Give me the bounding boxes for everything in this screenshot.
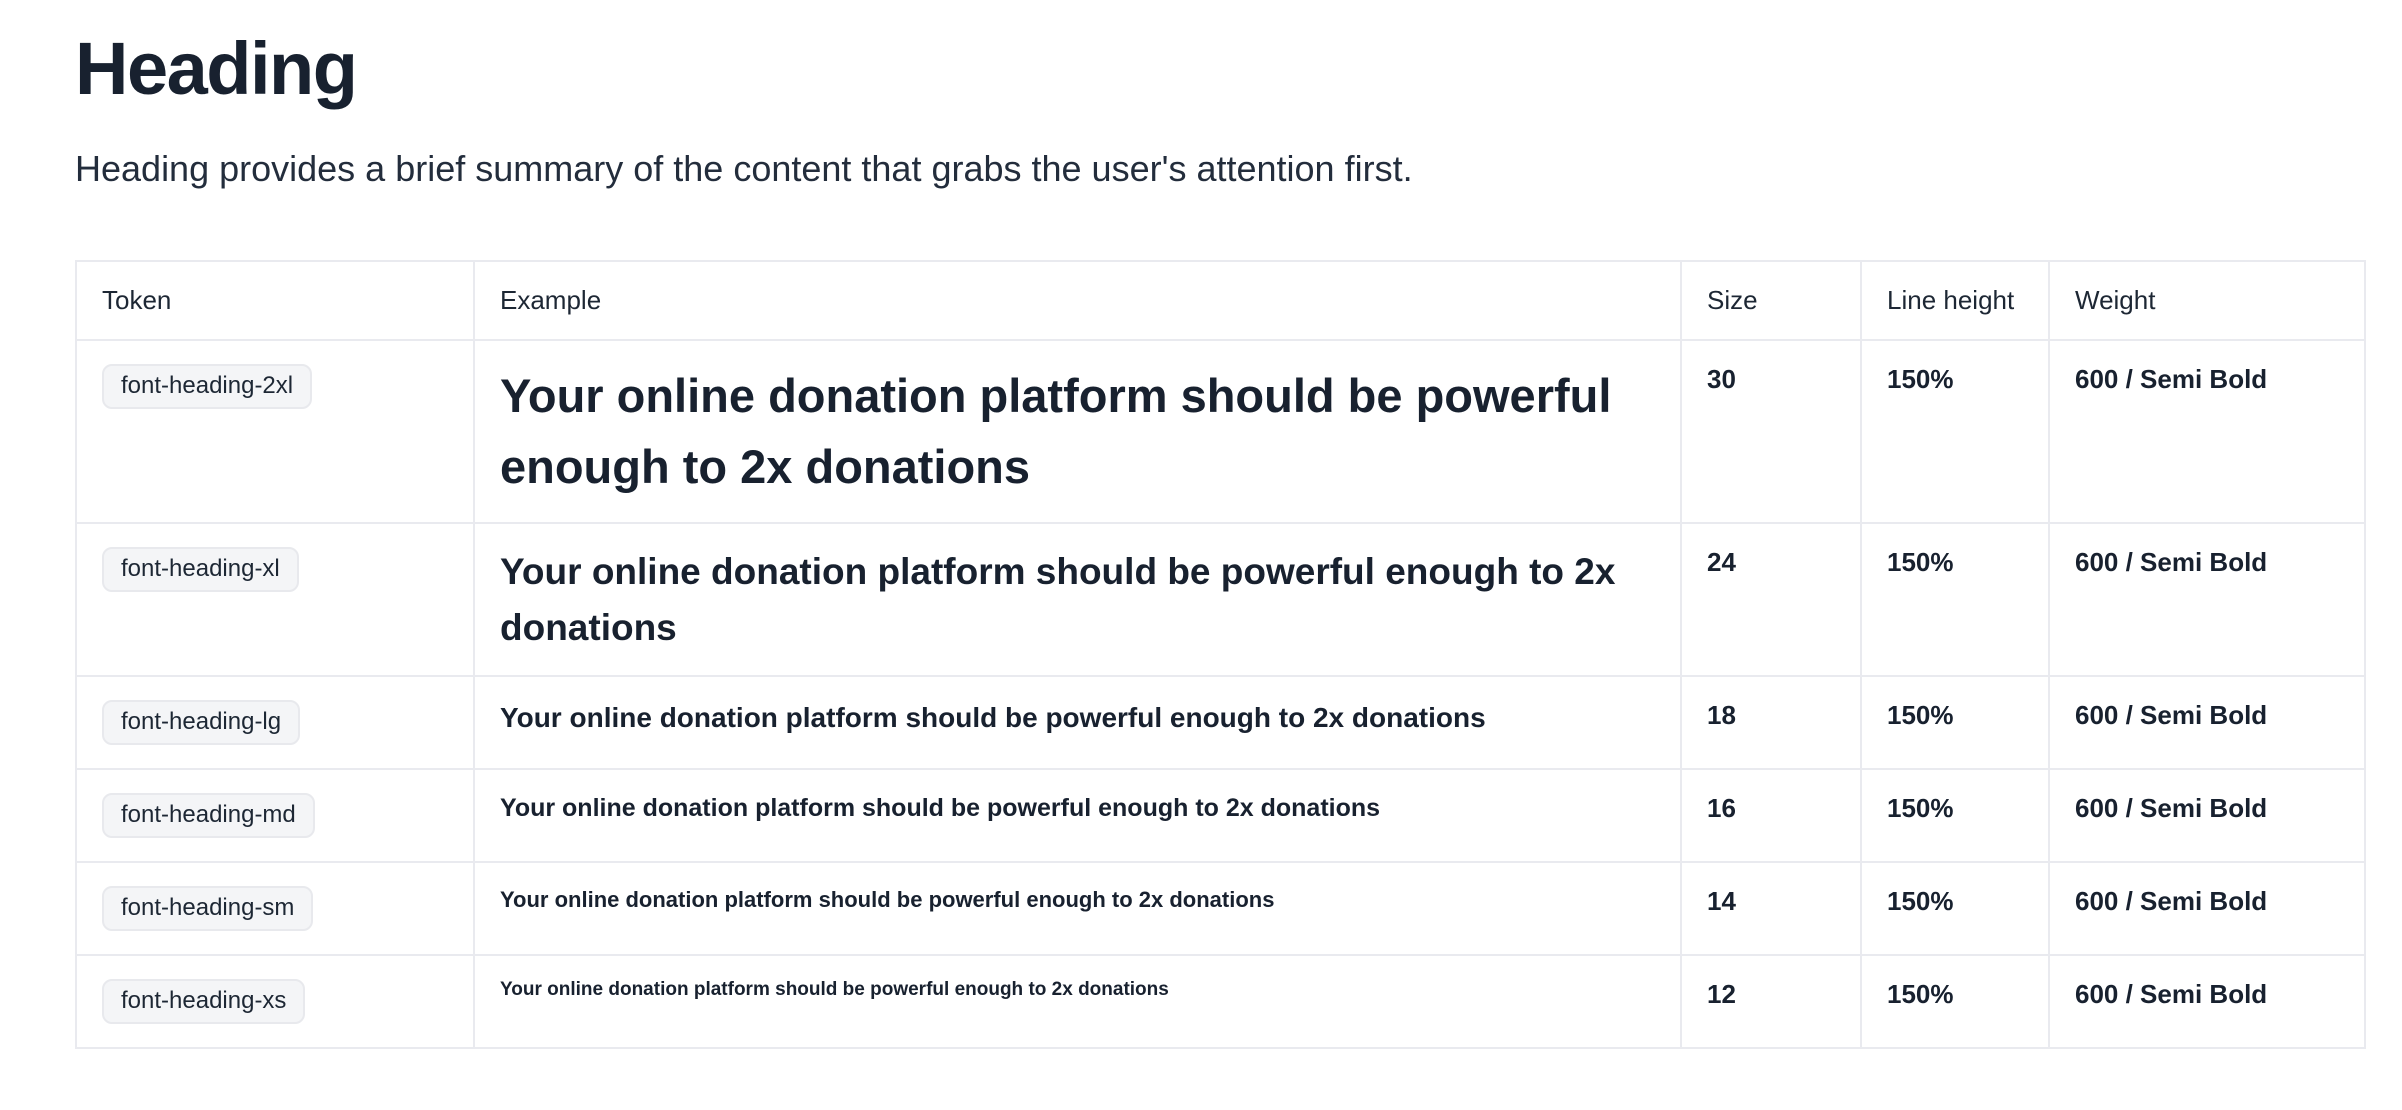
token-cell: font-heading-2xl [75, 339, 475, 525]
line-height-value: 150% [1860, 339, 2050, 525]
weight-value: 600 / Semi Bold [2048, 954, 2366, 1050]
token-badge: font-heading-2xl [102, 364, 313, 410]
table-header-row: Token Example Size Line height Weight [75, 260, 2366, 342]
column-header-weight: Weight [2048, 260, 2366, 342]
token-badge: font-heading-xl [102, 547, 299, 593]
example-text: Your online donation platform should be … [473, 954, 1682, 1050]
size-value: 30 [1680, 339, 1862, 525]
token-cell: font-heading-xs [75, 954, 475, 1050]
size-value: 12 [1680, 954, 1862, 1050]
line-height-value: 150% [1860, 522, 2050, 678]
example-text: Your online donation platform should be … [473, 522, 1682, 678]
column-header-example: Example [473, 260, 1682, 342]
table-row: font-heading-sm Your online donation pla… [75, 861, 2366, 957]
size-value: 14 [1680, 861, 1862, 957]
weight-value: 600 / Semi Bold [2048, 675, 2366, 771]
token-cell: font-heading-md [75, 768, 475, 864]
example-text: Your online donation platform should be … [473, 339, 1682, 525]
token-badge: font-heading-xs [102, 979, 306, 1025]
weight-value: 600 / Semi Bold [2048, 861, 2366, 957]
token-badge: font-heading-lg [102, 700, 301, 746]
token-badge: font-heading-sm [102, 886, 314, 932]
column-header-size: Size [1680, 260, 1862, 342]
token-cell: font-heading-lg [75, 675, 475, 771]
weight-value: 600 / Semi Bold [2048, 768, 2366, 864]
column-header-token: Token [75, 260, 475, 342]
table-row: font-heading-2xl Your online donation pl… [75, 339, 2366, 525]
page-description: Heading provides a brief summary of the … [75, 148, 1413, 190]
token-badge: font-heading-md [102, 793, 315, 839]
line-height-value: 150% [1860, 768, 2050, 864]
weight-value: 600 / Semi Bold [2048, 522, 2366, 678]
size-value: 18 [1680, 675, 1862, 771]
column-header-line-height: Line height [1860, 260, 2050, 342]
token-cell: font-heading-xl [75, 522, 475, 678]
size-value: 24 [1680, 522, 1862, 678]
line-height-value: 150% [1860, 675, 2050, 771]
size-value: 16 [1680, 768, 1862, 864]
table-row: font-heading-xs Your online donation pla… [75, 954, 2366, 1050]
table-row: font-heading-xl Your online donation pla… [75, 522, 2366, 678]
example-text: Your online donation platform should be … [473, 861, 1682, 957]
table-row: font-heading-md Your online donation pla… [75, 768, 2366, 864]
page: Heading Heading provides a brief summary… [75, 27, 2366, 1050]
weight-value: 600 / Semi Bold [2048, 339, 2366, 525]
table-row: font-heading-lg Your online donation pla… [75, 675, 2366, 771]
line-height-value: 150% [1860, 861, 2050, 957]
example-text: Your online donation platform should be … [473, 675, 1682, 771]
typography-table: Token Example Size Line height Weight fo… [75, 260, 2366, 1050]
line-height-value: 150% [1860, 954, 2050, 1050]
page-title: Heading [75, 27, 358, 110]
token-cell: font-heading-sm [75, 861, 475, 957]
example-text: Your online donation platform should be … [473, 768, 1682, 864]
